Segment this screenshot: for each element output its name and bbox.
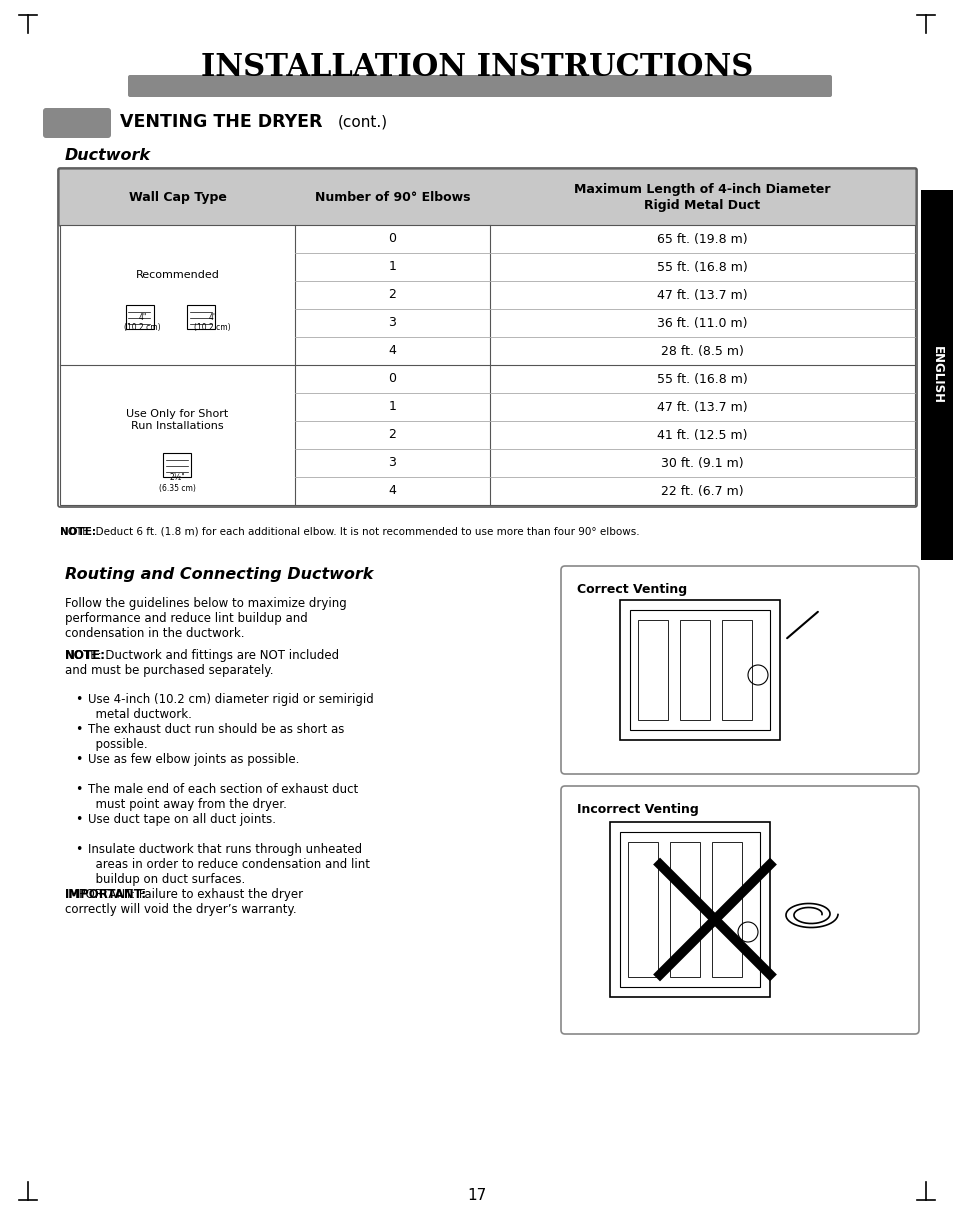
Text: 28 ft. (8.5 m): 28 ft. (8.5 m) bbox=[660, 345, 743, 357]
Text: 55 ft. (16.8 m): 55 ft. (16.8 m) bbox=[657, 373, 747, 385]
Bar bbox=[711, 842, 741, 977]
Text: 3: 3 bbox=[388, 457, 396, 469]
Text: 55 ft. (16.8 m): 55 ft. (16.8 m) bbox=[657, 260, 747, 273]
Text: 65 ft. (19.8 m): 65 ft. (19.8 m) bbox=[657, 232, 747, 245]
Text: The exhaust duct run should be as short as
  possible.: The exhaust duct run should be as short … bbox=[88, 723, 344, 751]
Text: Follow the guidelines below to maximize drying
performance and reduce lint build: Follow the guidelines below to maximize … bbox=[65, 597, 346, 640]
Text: 47 ft. (13.7 m): 47 ft. (13.7 m) bbox=[657, 401, 747, 413]
Text: 1: 1 bbox=[388, 260, 396, 273]
Text: Recommended: Recommended bbox=[135, 270, 219, 279]
Text: •: • bbox=[75, 843, 82, 857]
Text: •: • bbox=[75, 753, 82, 765]
Text: 2½"
(6.35 cm): 2½" (6.35 cm) bbox=[159, 474, 195, 493]
Bar bbox=[609, 823, 769, 998]
Text: 1: 1 bbox=[388, 401, 396, 413]
FancyBboxPatch shape bbox=[59, 169, 915, 226]
Text: Incorrect Venting: Incorrect Venting bbox=[577, 803, 698, 816]
Text: IMPORTANT:: IMPORTANT: bbox=[65, 888, 147, 902]
Text: Correct Venting: Correct Venting bbox=[577, 583, 686, 597]
Bar bbox=[638, 620, 667, 720]
Text: 3: 3 bbox=[388, 316, 396, 329]
FancyBboxPatch shape bbox=[128, 75, 831, 97]
Text: 41 ft. (12.5 m): 41 ft. (12.5 m) bbox=[657, 429, 747, 441]
Bar bbox=[163, 453, 192, 477]
Text: IMPORTANT: Failure to exhaust the dryer
correctly will void the dryer’s warranty: IMPORTANT: Failure to exhaust the dryer … bbox=[65, 888, 303, 916]
Text: NOTE: Ductwork and fittings are NOT included
and must be purchased separately.: NOTE: Ductwork and fittings are NOT incl… bbox=[65, 649, 338, 677]
Bar bbox=[126, 305, 153, 328]
Text: Wall Cap Type: Wall Cap Type bbox=[129, 191, 226, 204]
Text: Number of 90° Elbows: Number of 90° Elbows bbox=[314, 191, 470, 204]
Text: ENGLISH: ENGLISH bbox=[929, 346, 943, 405]
Text: NOTE:: NOTE: bbox=[60, 527, 96, 537]
Text: Maximum Length of 4-inch Diameter
Rigid Metal Duct: Maximum Length of 4-inch Diameter Rigid … bbox=[574, 183, 830, 211]
Text: 30 ft. (9.1 m): 30 ft. (9.1 m) bbox=[660, 457, 743, 469]
Text: Use Only for Short
Run Installations: Use Only for Short Run Installations bbox=[126, 409, 229, 431]
Bar bbox=[721, 620, 751, 720]
Text: 0: 0 bbox=[388, 232, 396, 245]
Bar bbox=[629, 610, 769, 730]
Text: 17: 17 bbox=[467, 1187, 486, 1203]
Bar bbox=[619, 600, 780, 740]
Text: Routing and Connecting Ductwork: Routing and Connecting Ductwork bbox=[65, 567, 373, 582]
Text: 47 ft. (13.7 m): 47 ft. (13.7 m) bbox=[657, 288, 747, 301]
Text: NOTE: Deduct 6 ft. (1.8 m) for each additional elbow. It is not recommended to u: NOTE: Deduct 6 ft. (1.8 m) for each addi… bbox=[60, 527, 639, 537]
Text: The male end of each section of exhaust duct
  must point away from the dryer.: The male end of each section of exhaust … bbox=[88, 782, 358, 810]
Text: •: • bbox=[75, 813, 82, 826]
Text: NOTE:: NOTE: bbox=[65, 649, 106, 662]
Text: Insulate ductwork that runs through unheated
  areas in order to reduce condensa: Insulate ductwork that runs through unhe… bbox=[88, 843, 370, 886]
Bar bbox=[669, 842, 700, 977]
Bar bbox=[60, 225, 914, 505]
Bar bbox=[679, 620, 709, 720]
Text: •: • bbox=[75, 782, 82, 796]
Text: •: • bbox=[75, 723, 82, 736]
FancyBboxPatch shape bbox=[560, 786, 918, 1034]
Text: Ductwork: Ductwork bbox=[65, 147, 151, 163]
Text: Use as few elbow joints as possible.: Use as few elbow joints as possible. bbox=[88, 753, 299, 765]
FancyBboxPatch shape bbox=[560, 566, 918, 774]
Text: 4"
(10.2 cm): 4" (10.2 cm) bbox=[124, 313, 161, 332]
Text: 36 ft. (11.0 m): 36 ft. (11.0 m) bbox=[657, 316, 747, 329]
Text: (cont.): (cont.) bbox=[337, 114, 388, 130]
Bar bbox=[619, 832, 760, 987]
Text: 22 ft. (6.7 m): 22 ft. (6.7 m) bbox=[660, 485, 743, 497]
Text: 2: 2 bbox=[388, 429, 396, 441]
Text: INSTALLATION INSTRUCTIONS: INSTALLATION INSTRUCTIONS bbox=[200, 52, 753, 84]
FancyBboxPatch shape bbox=[43, 108, 111, 139]
Text: 4: 4 bbox=[388, 345, 396, 357]
Text: Use duct tape on all duct joints.: Use duct tape on all duct joints. bbox=[88, 813, 275, 826]
Bar bbox=[627, 842, 658, 977]
Text: 4: 4 bbox=[388, 485, 396, 497]
Text: 0: 0 bbox=[388, 373, 396, 385]
Bar bbox=[188, 305, 215, 328]
Bar bbox=[920, 190, 953, 560]
Text: 4"
(10.2 cm): 4" (10.2 cm) bbox=[194, 313, 231, 332]
Text: Use 4-inch (10.2 cm) diameter rigid or semirigid
  metal ductwork.: Use 4-inch (10.2 cm) diameter rigid or s… bbox=[88, 693, 374, 720]
Text: 2: 2 bbox=[388, 288, 396, 301]
Text: •: • bbox=[75, 693, 82, 706]
Text: VENTING THE DRYER: VENTING THE DRYER bbox=[120, 113, 322, 131]
